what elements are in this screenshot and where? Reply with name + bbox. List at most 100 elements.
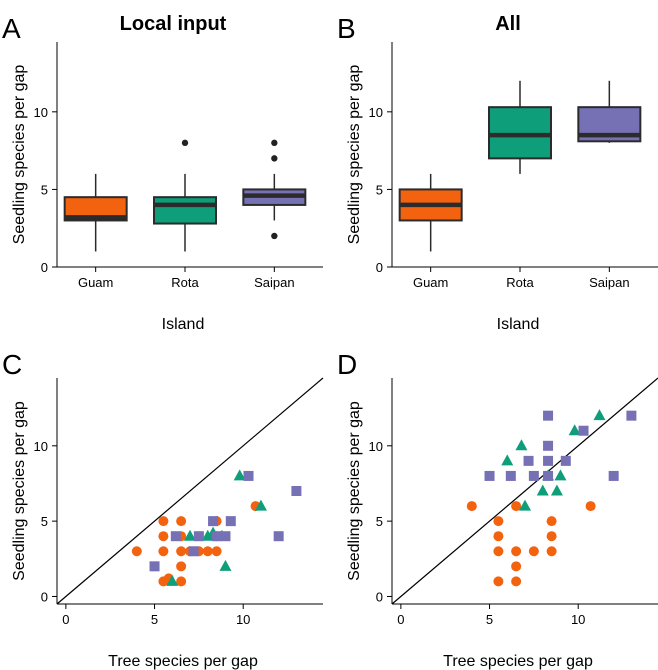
point-guam [176,516,187,527]
point-guam [546,516,557,527]
box-saipan [242,139,307,240]
panel-a: A Local input 0 5 10 Seedling species per gap… [2,13,323,333]
point-rota [519,499,531,511]
y-tick-label: 0 [41,260,48,275]
point-guam [202,546,213,557]
point-saipan [626,410,637,421]
point-saipan [578,425,589,436]
point-saipan [193,531,204,542]
panel-letter: B [337,13,356,44]
point-guam [493,516,504,527]
x-axis-label: Island [162,316,205,333]
outlier-point [271,232,278,240]
one-to-one-line [391,377,658,605]
series-saipan [484,410,637,481]
point-rota [233,469,246,481]
point-saipan [188,546,199,557]
x-tick-label: 0 [62,612,69,627]
y-tick-label: 0 [376,589,383,604]
panel-title: Local input [120,13,227,35]
panel-letter: D [337,349,357,380]
point-saipan [220,531,231,542]
x-tick-label: Rota [171,275,199,290]
point-guam [511,576,522,587]
x-tick-label: Rota [506,275,534,290]
x-tick-label: 0 [397,612,404,627]
point-rota [219,559,232,571]
y-tick-label: 10 [369,439,383,454]
point-rota [568,424,581,436]
point-saipan [170,531,181,542]
panel-letter: C [2,349,22,380]
point-saipan [543,455,554,466]
box-rota [488,80,552,174]
point-rota [593,409,606,421]
y-tick-label: 0 [41,589,48,604]
x-tick-label: Saipan [254,275,294,290]
point-saipan [291,486,302,496]
point-guam [511,546,522,557]
point-guam [511,561,522,572]
panel-letter: A [2,13,21,44]
x-axis-label: Island [497,316,540,333]
point-saipan [208,516,219,527]
one-to-one-line [56,377,324,605]
point-guam [511,501,522,512]
series-rota [501,409,606,511]
point-guam [493,531,504,542]
point-rota [554,469,567,481]
point-saipan [528,470,539,481]
x-tick-label: Guam [78,275,113,290]
x-tick-label: 5 [151,612,158,627]
series-saipan [149,470,302,572]
point-saipan [523,455,534,466]
point-guam [528,546,539,557]
point-saipan [608,470,619,481]
box-body [488,106,552,160]
y-tick-label: 5 [376,514,383,529]
y-tick-label: 5 [41,514,48,529]
box-guam [398,173,463,252]
y-axis-label: Seedling species per gap [11,65,28,245]
x-axis-label: Tree species per gap [443,653,593,670]
point-rota [166,574,179,586]
point-rota [501,454,514,466]
y-tick-label: 0 [376,260,383,275]
point-saipan [149,561,160,572]
panel-c: C 0 5 10 Seedling species per gap 0 5 10 Tree sp… [2,349,324,670]
outlier-point [271,155,278,162]
point-guam [466,501,477,512]
point-rota [184,529,196,541]
point-guam [158,546,169,557]
point-guam [211,546,222,557]
point-guam [493,546,504,557]
point-guam [131,546,142,557]
box-saipan [577,80,642,143]
point-saipan [211,531,222,542]
panel-b: B All 0 5 10 Seedling species per gap Guam Rota… [337,13,658,333]
box-guam [63,173,128,252]
point-saipan [243,470,254,481]
y-tick-label: 5 [376,182,383,197]
y-tick-label: 5 [41,182,48,197]
point-guam [176,561,187,572]
outlier-point [271,139,278,147]
panel-d: D 0 5 10 Seedling species per gap 0 5 10 Tree sp… [337,349,658,670]
point-saipan [273,531,284,542]
point-guam [546,546,557,557]
series-rota [166,469,267,586]
y-tick-label: 10 [34,105,48,120]
point-saipan [543,410,554,421]
point-guam [158,531,169,542]
point-saipan [560,455,571,466]
point-guam [158,516,169,527]
point-rota [515,439,528,451]
y-axis-label: Seedling species per gap [346,401,363,581]
x-tick-label: 10 [571,612,585,627]
point-saipan [484,470,495,481]
outlier-point [181,139,189,147]
point-rota [201,529,214,541]
point-guam [493,576,504,587]
point-saipan [505,470,516,481]
